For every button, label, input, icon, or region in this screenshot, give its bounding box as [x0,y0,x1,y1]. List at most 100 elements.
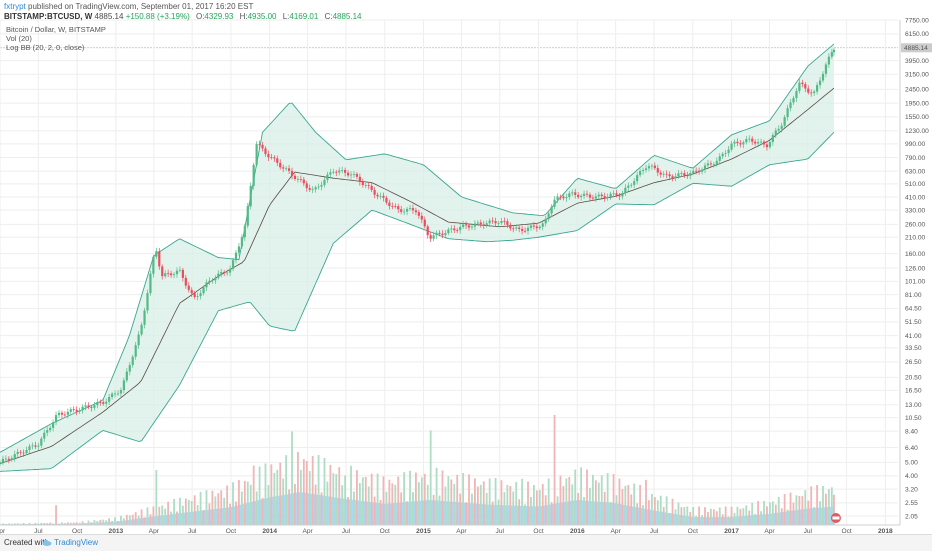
candle-body [606,196,609,199]
candle-body [692,170,695,174]
candle-body [128,365,131,372]
volume-bar [786,509,789,525]
volume-bar [727,516,730,525]
volume-bar [518,499,521,525]
time-axis[interactable]: Apr Jul Oct 2013 Apr Jul Oct 2014 Apr Jul Oct 2015 A… [0,524,900,535]
volume-bar [102,519,105,525]
volume-bar [13,523,16,525]
volume-bar [181,505,184,525]
candle-body [28,446,31,450]
volume-bar [597,482,600,525]
candle-body [467,225,471,228]
candle-body [821,73,825,81]
volume-bar [382,476,385,525]
candle-body [432,235,435,239]
volume-bar [453,484,456,525]
volume-bar [621,488,624,525]
price-axis[interactable]: 7750.00 6150.00 3950.00 3150.00 2450.00 1950.… [899,17,932,525]
volume-bar [429,430,432,525]
candle-body [379,195,382,197]
candle-body [69,409,72,412]
bollinger-indicator-label[interactable]: Log BB (20, 2, 0, close) [6,43,85,52]
volume-bar [190,501,193,525]
volume-bar [506,484,509,525]
candle-body [429,235,432,239]
candle-body [751,138,754,142]
volume-bar [84,523,87,525]
candle-body [565,197,568,199]
volume-bar [114,517,116,525]
volume-indicator-label[interactable]: Vol (20) [6,34,32,43]
volume-bar [146,507,149,525]
candle-body [532,225,536,227]
volume-bar [698,506,700,525]
candle-body [435,232,438,236]
candle-body [158,251,161,267]
volume-bar [199,491,202,525]
volume-bar [99,519,102,525]
candle-body [730,143,733,150]
volume-bar [760,511,762,525]
candle-body [550,206,553,214]
volume-bar [223,497,226,525]
candle-body [308,188,311,190]
candle-body [512,228,515,230]
candle-body [538,226,541,229]
footer-bar: Created with TradingView [0,534,932,551]
series-title[interactable]: Bitcoin / Dollar, W, BITSTAMP [6,25,106,34]
volume-bar [721,514,724,525]
volume-bar [302,459,305,525]
price-tick-label: 101.00 [905,279,926,286]
candle-body [818,80,822,86]
candle-body [671,176,674,178]
candle-body [13,454,16,459]
time-tick-label: 2014 [262,528,277,535]
volume-bar [170,511,172,525]
volume-bar [627,484,630,525]
volume-bar [367,486,370,525]
candle-body [470,226,474,228]
symbol-name[interactable]: BITSTAMP:BTCUSD, W [4,12,93,21]
volume-bar [736,506,739,525]
candle-body [523,230,527,232]
volume-bar [683,507,686,525]
lower-band [0,131,835,472]
volume-bar [279,462,282,525]
author-link[interactable]: fxtrypt [4,2,26,11]
time-tick-label: Oct [72,528,82,535]
candle-body [178,269,182,271]
volume-bar [43,522,46,525]
volume-bar [373,496,376,525]
candle-body [609,193,612,197]
volume-bar [692,506,695,525]
candle-body [116,393,120,395]
candle-body [37,445,40,447]
candle-body [108,397,111,402]
volume-bar [55,505,57,525]
volume-bar [353,491,355,525]
candle-body [223,271,226,273]
time-tick-label: Oct [688,528,698,535]
candle-body [438,232,441,234]
volume-bar [479,484,482,525]
volume-bar [229,503,231,525]
candle-body [134,345,137,357]
candle-body [411,208,415,211]
volume-bar [447,476,450,525]
candle-body [249,185,252,207]
volume-bar [344,475,347,525]
candle-body [450,228,453,230]
volume-bar [798,495,801,525]
candle-body [388,202,391,206]
volume-bar [819,501,821,525]
volume-bar [538,490,541,525]
time-tick-label: Apr [456,528,467,535]
candle-body [718,156,721,161]
price-tick-label: 3150.00 [905,72,929,79]
candle-body [113,393,117,395]
price-tick-label: 1230.00 [905,128,929,135]
volume-ma-area [0,492,834,525]
candle-body [724,153,727,154]
tradingview-brand[interactable]: TradingView [54,538,99,547]
